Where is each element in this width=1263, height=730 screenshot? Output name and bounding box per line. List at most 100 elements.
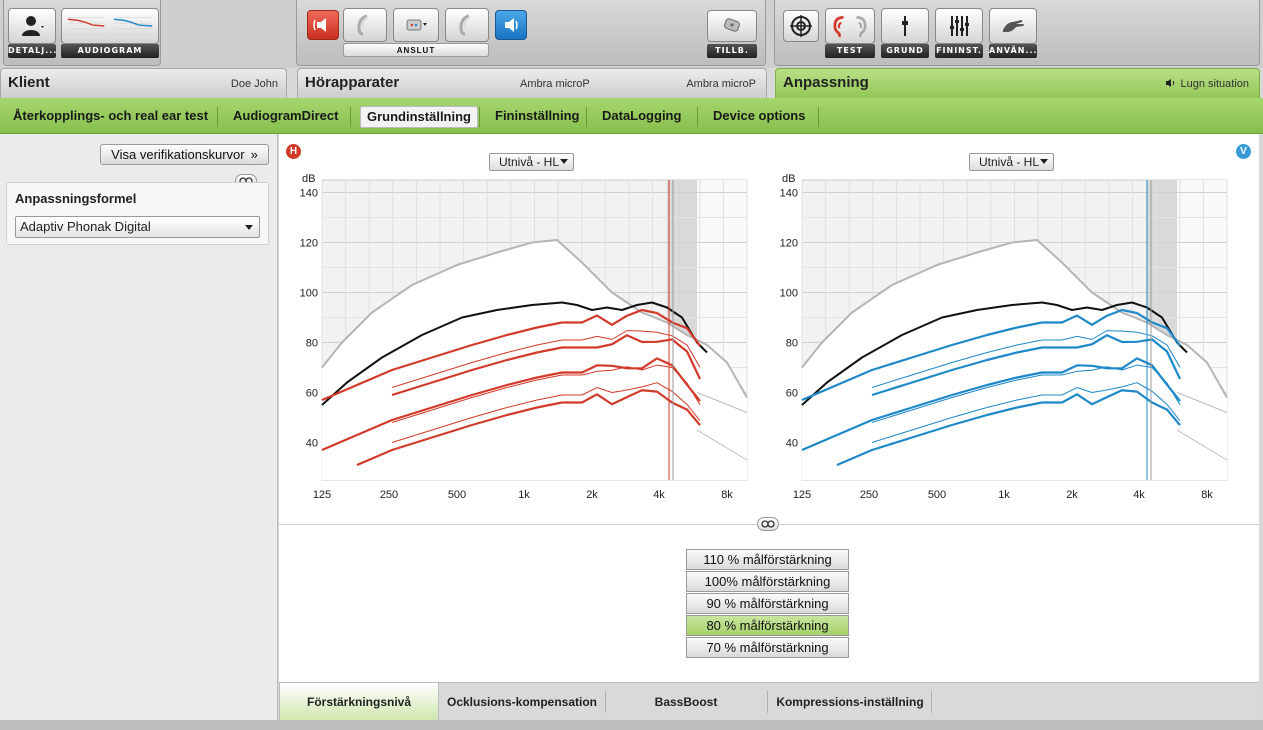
- fitting-title: Anpassning: [783, 74, 869, 91]
- noahlink-icon: [406, 19, 427, 31]
- tab-separator: [605, 691, 606, 713]
- gain-curve: [801, 357, 1181, 452]
- right-ear-gain-chart: dB1401201008060401252505001k2k4k8kHz: [300, 174, 748, 501]
- gain-curve: [836, 389, 1181, 467]
- right-device-button[interactable]: [343, 8, 387, 42]
- right-ear-badge: H: [286, 144, 301, 159]
- y-tick-label: 40: [786, 438, 798, 450]
- tab-separator: [931, 691, 932, 713]
- left-ear-gain-chart: dB1401201008060401252505001k2k4k8kHz: [780, 174, 1228, 501]
- chevron-down-icon: [245, 225, 253, 230]
- link-icon[interactable]: [757, 517, 779, 531]
- fitting-formula-select[interactable]: Adaptiv Phonak Digital: [15, 216, 260, 238]
- tab-separator: [350, 107, 351, 127]
- gain-curve: [391, 364, 701, 423]
- comfort-area: [322, 240, 747, 480]
- y-tick-label: 60: [786, 388, 798, 400]
- show-verification-label: Visa verifikationskurvor: [111, 147, 245, 162]
- left-output-dropdown[interactable]: Utnivå - HL: [969, 153, 1054, 171]
- audiogram-icon: [67, 17, 153, 35]
- basic-button[interactable]: [881, 8, 929, 44]
- remote-control-icon: [724, 18, 740, 32]
- right-output-dropdown-value: Utnivå - HL: [499, 155, 560, 169]
- x-tick-label: 125: [313, 489, 331, 501]
- client-section-tab[interactable]: Klient Doe John: [0, 68, 287, 98]
- gain-curve: [356, 389, 701, 467]
- gain-level-80-button[interactable]: 80 % målförstärkning: [686, 615, 849, 636]
- tab-feedback-test[interactable]: Återkopplings- och real ear test: [13, 108, 209, 123]
- handling-button[interactable]: [989, 8, 1037, 44]
- fitting-formula-box: Anpassningsformel Adaptiv Phonak Digital: [6, 182, 269, 245]
- gain-curve: [391, 382, 701, 443]
- test-label: TEST: [825, 44, 875, 58]
- tab-audiogram-direct[interactable]: AudiogramDirect: [233, 108, 339, 123]
- tab-basic-setting[interactable]: Grundinställning: [360, 106, 478, 128]
- tab-device-options[interactable]: Device options: [713, 108, 806, 123]
- x-tick-label: 500: [448, 489, 466, 501]
- tab-separator: [479, 107, 480, 127]
- right-device-model: Ambra microP: [520, 78, 590, 90]
- tab-compression-setting[interactable]: Kompressions-inställning: [776, 695, 924, 709]
- left-output-dropdown-value: Utnivå - HL: [979, 155, 1040, 169]
- client-name: Doe John: [230, 78, 278, 90]
- fine-tuning-label: FININST.: [935, 44, 983, 58]
- y-axis-unit: dB: [302, 174, 315, 185]
- tab-separator: [697, 107, 698, 127]
- audiogram-button[interactable]: [61, 8, 159, 44]
- mute-left-button[interactable]: [495, 10, 527, 40]
- y-tick-label: 100: [300, 288, 318, 300]
- gain-level-100-button[interactable]: 100% målförstärkning: [686, 571, 849, 592]
- chevron-double-right-icon: »: [250, 147, 258, 162]
- tab-separator: [767, 691, 768, 713]
- status-bar: [0, 720, 1263, 730]
- tab-separator: [217, 107, 218, 127]
- show-verification-button[interactable]: Visa verifikationskurvor »: [100, 144, 269, 165]
- tab-separator: [818, 107, 819, 127]
- fitting-subtabs: Återkopplings- och real ear test Audiogr…: [0, 98, 1263, 134]
- tab-datalogging[interactable]: DataLogging: [602, 108, 682, 123]
- gain-level-70-button[interactable]: 70 % målförstärkning: [686, 637, 849, 658]
- programmer-button[interactable]: [393, 8, 439, 42]
- client-title: Klient: [8, 74, 50, 91]
- x-tick-label: 2k: [1066, 489, 1078, 501]
- tab-occlusion-compensation[interactable]: Ocklusions-kompensation: [446, 695, 598, 709]
- left-device-button[interactable]: [445, 8, 489, 42]
- accessories-button[interactable]: [707, 10, 757, 42]
- connect-button[interactable]: ANSLUT: [343, 43, 489, 57]
- target-button[interactable]: [783, 10, 819, 42]
- bottom-tabs: Förstärkningsnivå Ocklusions-kompensatio…: [279, 682, 1259, 721]
- toolbar-group-fitting: TEST GRUND FININST. ANVÄN...: [774, 0, 1260, 66]
- fitting-formula-label: Anpassningsformel: [15, 191, 137, 206]
- x-tick-label: 8k: [721, 489, 733, 501]
- fine-tuning-button[interactable]: [935, 8, 983, 44]
- client-detail-button[interactable]: [8, 8, 56, 44]
- x-tick-label: 125: [793, 489, 811, 501]
- tab-gain-level[interactable]: Förstärkningsnivå: [279, 683, 439, 721]
- test-button[interactable]: [825, 8, 875, 44]
- hearing-aid-icon: [357, 14, 369, 36]
- x-tick-label: 4k: [1133, 489, 1145, 501]
- gain-level-110-button[interactable]: 110 % målförstärkning: [686, 549, 849, 570]
- ears-icon: [833, 15, 867, 38]
- tab-bassboost[interactable]: BassBoost: [654, 695, 718, 709]
- tab-fine-tuning[interactable]: Fininställning: [495, 108, 580, 123]
- gain-level-90-button[interactable]: 90 % målförstärkning: [686, 593, 849, 614]
- y-tick-label: 100: [780, 288, 798, 300]
- accessories-label: TILLB.: [707, 44, 757, 58]
- situation-indicator[interactable]: Lugn situation: [1165, 78, 1249, 90]
- situation-label: Lugn situation: [1180, 78, 1250, 90]
- x-tick-label: 4k: [653, 489, 665, 501]
- x-tick-label: 2k: [586, 489, 598, 501]
- hearing-aids-section-tab[interactable]: Hörapparater Ambra microP Ambra microP: [297, 68, 767, 98]
- right-output-dropdown[interactable]: Utnivå - HL: [489, 153, 574, 171]
- speaker-icon: [1166, 79, 1175, 87]
- y-tick-label: 60: [306, 388, 318, 400]
- equalizer-icon: [950, 16, 969, 36]
- gain-curve: [391, 334, 701, 397]
- main-toolbar: DETALJ... AUDIOGRAM ANSLUT T: [0, 0, 1263, 68]
- fitting-section-tab[interactable]: Anpassning Lugn situation: [775, 68, 1260, 98]
- toolbar-group-devices: ANSLUT TILLB.: [296, 0, 766, 66]
- mute-right-button[interactable]: [307, 10, 339, 40]
- hearing-aid-icon: [459, 14, 471, 36]
- x-tick-label: 1k: [998, 489, 1010, 501]
